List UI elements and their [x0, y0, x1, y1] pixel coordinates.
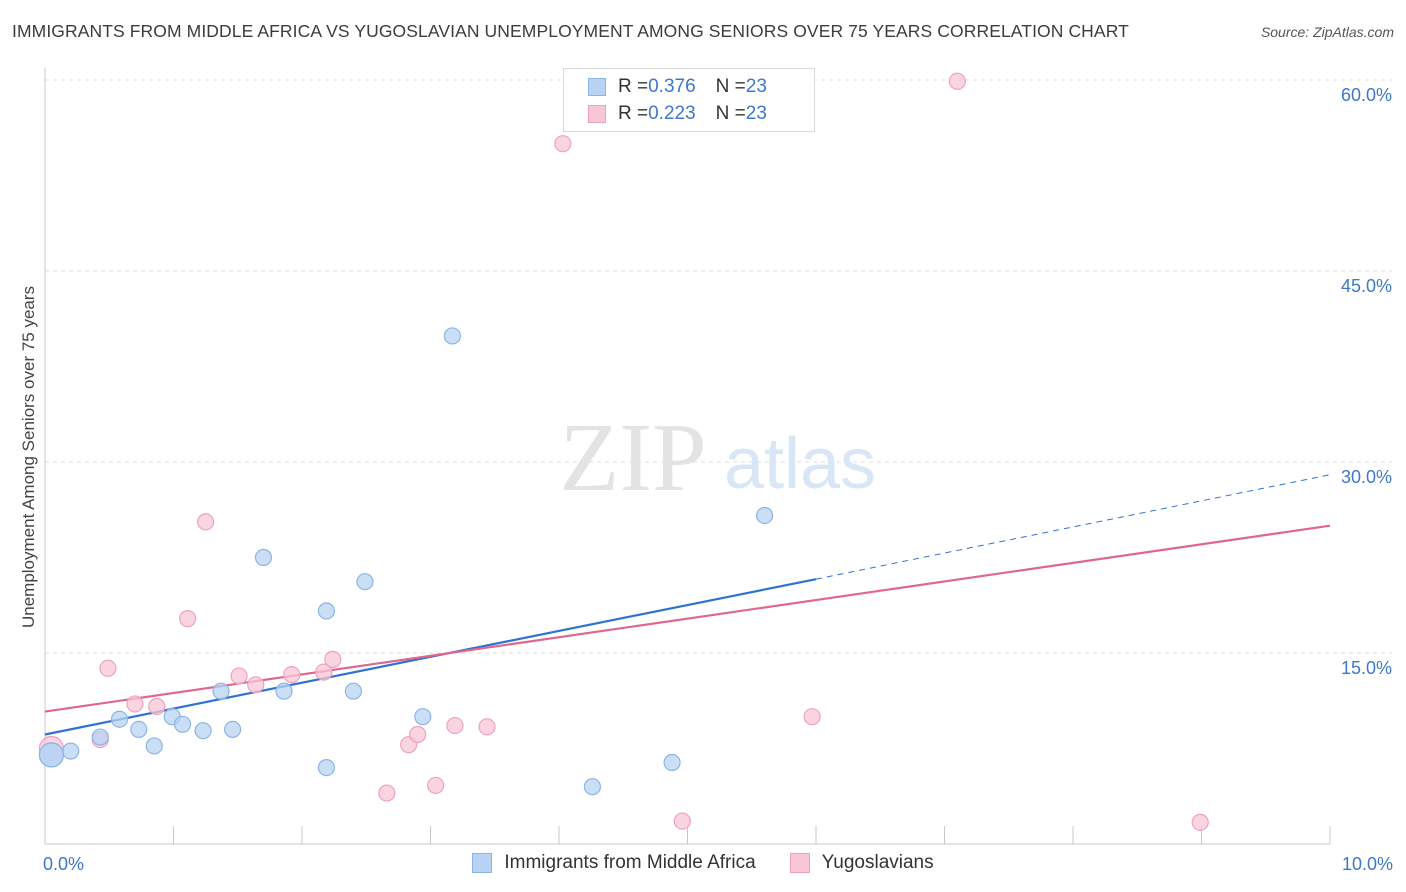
- legend-swatch-blue: [472, 853, 493, 873]
- point-yugoslavian: [427, 776, 445, 795]
- chart-title: IMMIGRANTS FROM MIDDLE AFRICA VS YUGOSLA…: [12, 21, 1129, 41]
- point-middle-africa: [344, 682, 362, 700]
- legend-n-label: N =: [715, 103, 746, 124]
- legend-n-label: N =: [715, 76, 746, 97]
- y-tick-label: 15.0%: [1341, 658, 1392, 678]
- point-middle-africa: [254, 548, 273, 567]
- legend-n-value: 23: [745, 76, 767, 97]
- point-middle-africa: [62, 742, 80, 760]
- point-yugoslavian: [283, 666, 301, 684]
- point-yugoslavian: [948, 72, 966, 90]
- watermark-zip: ZIP: [560, 404, 707, 512]
- point-middle-africa: [443, 327, 461, 345]
- legend-r-label: R =: [618, 103, 649, 124]
- correlation-legend: R = 0.376 N = 23 R = 0.223 N = 23: [563, 68, 815, 132]
- series-legend: Immigrants from Middle Africa Yugoslavia…: [0, 852, 1406, 874]
- legend-n-value: 23: [745, 103, 767, 124]
- watermark: ZIP atlas: [560, 404, 877, 512]
- point-middle-africa: [173, 715, 192, 733]
- point-yugoslavian: [1191, 813, 1209, 831]
- point-yugoslavian: [197, 513, 215, 531]
- axes: [44, 68, 1331, 845]
- point-yugoslavian: [247, 676, 265, 694]
- data-points: [38, 72, 1209, 831]
- point-middle-africa: [317, 758, 336, 777]
- point-middle-africa: [663, 753, 681, 772]
- point-middle-africa: [275, 682, 293, 700]
- legend-label: Yugoslavians: [821, 852, 934, 873]
- legend-swatch-blue: [588, 78, 606, 96]
- source-credit: Source: ZipAtlas.com: [1260, 24, 1394, 40]
- point-yugoslavian: [148, 697, 166, 716]
- point-middle-africa: [317, 602, 336, 620]
- legend-row-pink: R = 0.223 N = 23: [588, 102, 767, 126]
- point-yugoslavian: [803, 708, 821, 726]
- point-yugoslavian: [446, 716, 464, 735]
- point-middle-africa: [38, 742, 65, 768]
- watermark-atlas: atlas: [724, 424, 876, 504]
- point-yugoslavian: [378, 784, 396, 802]
- legend-row-blue: R = 0.376 N = 23: [588, 75, 767, 99]
- legend-r-label: R =: [618, 76, 649, 97]
- point-middle-africa: [130, 720, 148, 739]
- point-middle-africa: [91, 728, 109, 746]
- point-middle-africa: [224, 720, 242, 739]
- point-middle-africa: [194, 722, 212, 740]
- legend-label: Immigrants from Middle Africa: [504, 852, 756, 873]
- point-middle-africa: [356, 573, 374, 591]
- point-yugoslavian: [99, 659, 117, 677]
- y-tick-label: 60.0%: [1341, 85, 1392, 105]
- y-tick-label: 45.0%: [1341, 276, 1392, 296]
- point-yugoslavian: [554, 135, 572, 153]
- point-yugoslavian: [409, 725, 427, 744]
- legend-r-value: 0.223: [648, 103, 696, 124]
- gridlines: [45, 79, 1392, 654]
- point-yugoslavian: [126, 695, 144, 713]
- tick-labels: 15.0% 30.0% 45.0% 60.0% 0.0% 10.0%: [43, 85, 1393, 874]
- point-yugoslavian: [478, 718, 496, 736]
- point-middle-africa: [110, 710, 129, 728]
- legend-item-middle-africa[interactable]: Immigrants from Middle Africa: [472, 852, 756, 874]
- y-axis-label: Unemployment Among Seniors over 75 years: [19, 286, 38, 628]
- point-middle-africa: [145, 737, 163, 755]
- legend-item-yugoslavians[interactable]: Yugoslavians: [789, 852, 934, 874]
- point-yugoslavian: [673, 812, 691, 830]
- point-middle-africa: [755, 506, 774, 525]
- point-yugoslavian: [179, 610, 197, 628]
- x-tick-label: 10.0%: [1342, 854, 1393, 874]
- point-yugoslavian: [324, 650, 342, 668]
- x-tick-label: 0.0%: [43, 854, 84, 874]
- point-middle-africa: [583, 778, 602, 796]
- legend-swatch-pink: [588, 105, 606, 123]
- trend-lines: [44, 474, 1331, 736]
- legend-r-value: 0.376: [648, 76, 696, 97]
- y-tick-label: 30.0%: [1341, 467, 1392, 487]
- point-yugoslavian: [230, 667, 248, 685]
- point-middle-africa: [414, 708, 432, 726]
- point-middle-africa: [212, 682, 230, 700]
- point-yugoslavian: [315, 663, 333, 681]
- legend-swatch-pink: [789, 853, 810, 873]
